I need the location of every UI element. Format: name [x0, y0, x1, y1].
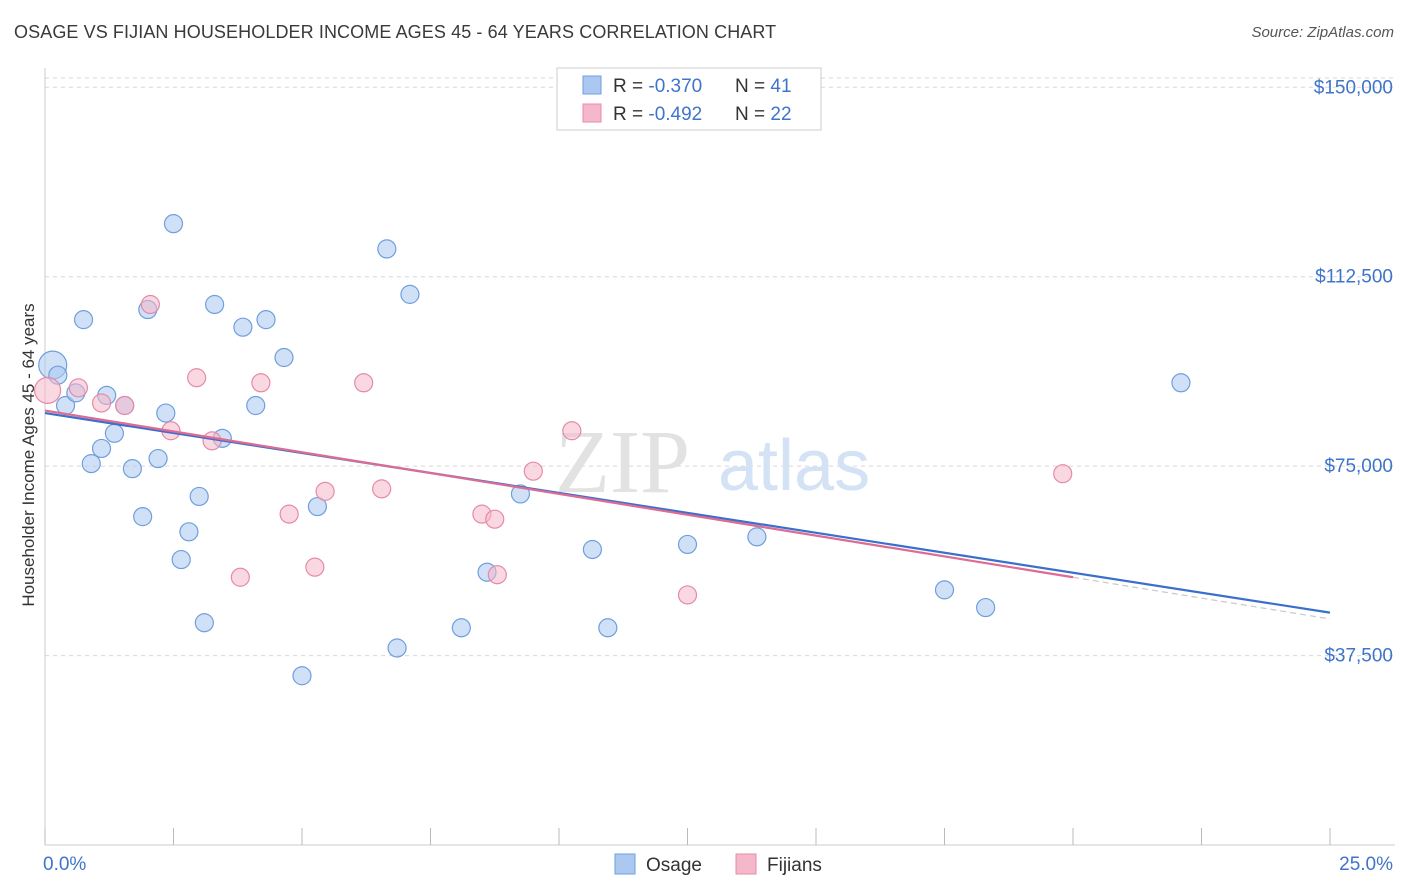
osage-point [307, 496, 328, 517]
osage-point [598, 618, 618, 638]
svg-text:R = -0.370 N = 41: R = -0.370 N = 41 [613, 76, 792, 97]
y-tick-label: $150,000 [1314, 77, 1393, 98]
fijian-point [68, 378, 89, 398]
legend-n-label: N = [735, 76, 770, 97]
fijian-point [140, 294, 160, 315]
osage-point [122, 459, 142, 479]
y-axis-label: Householder Income Ages 45 - 64 years [19, 303, 38, 606]
legend-fijian-label: Fijians [767, 855, 822, 876]
osage-point [246, 395, 266, 416]
osage-point [148, 448, 168, 469]
x-tick-labels: 0.0% 25.0% [43, 854, 1393, 875]
osage-point [233, 317, 253, 337]
legend-osage-swatch [614, 853, 636, 875]
osage-point [156, 403, 176, 423]
fijian-point [279, 504, 299, 524]
osage-point [387, 638, 407, 658]
y-tick-label: $37,500 [1324, 646, 1393, 667]
osage-point [377, 239, 397, 259]
y-tick-labels: $37,500 $75,000 $112,500 $150,000 [1314, 77, 1393, 666]
osage-point [133, 507, 153, 527]
correlation-legend: R = -0.370 N = 41 R = -0.492 N = 22 [556, 67, 822, 131]
osage-point [747, 527, 767, 547]
fijian-point [230, 567, 250, 587]
grid-lines [45, 77, 1395, 657]
fijian-point [485, 509, 505, 529]
legend-r-label: R = [613, 104, 648, 125]
fijian-point [33, 376, 62, 404]
fijian-points [33, 294, 1073, 605]
source-label: Source: ZipAtlas.com [1251, 24, 1394, 41]
legend-n-value: 41 [770, 76, 791, 97]
fijian-point [562, 421, 582, 441]
fijian-point [91, 393, 112, 413]
legend-n-label: N = [735, 104, 770, 125]
fijian-point [305, 557, 325, 577]
osage-point [256, 310, 276, 330]
osage-point [194, 613, 214, 633]
osage-point [934, 580, 955, 600]
chart-title: OSAGE VS FIJIAN HOUSEHOLDER INCOME AGES … [14, 22, 777, 42]
watermark-atlas: atlas [718, 426, 870, 506]
osage-point [163, 214, 184, 234]
fijian-point [1053, 464, 1073, 484]
osage-point [677, 534, 698, 555]
legend-n-value: 22 [770, 104, 791, 125]
osage-point [91, 438, 112, 459]
x-tick-label: 25.0% [1339, 854, 1393, 875]
osage-point [81, 454, 101, 474]
y-tick-label: $112,500 [1315, 267, 1393, 288]
osage-point [976, 597, 996, 618]
legend-fijian-swatch [582, 103, 602, 123]
legend-r-value: -0.492 [648, 104, 702, 125]
osage-point [73, 310, 94, 330]
osage-point [179, 522, 199, 542]
fijian-point [251, 373, 271, 393]
trend-lines [44, 409, 1331, 620]
legend-osage-label: Osage [646, 855, 702, 876]
x-tick-label: 0.0% [43, 854, 86, 875]
legend-r-value: -0.370 [648, 76, 702, 97]
osage-point [400, 284, 420, 304]
osage-point [104, 423, 124, 443]
legend-fijian-swatch [735, 853, 757, 875]
osage-point [274, 347, 294, 368]
svg-text:R = -0.492 N = 22: R = -0.492 N = 22 [613, 104, 792, 125]
fijian-trend-line [44, 409, 1074, 579]
fijian-trend-extension [1072, 576, 1331, 620]
legend-osage-swatch [582, 75, 602, 95]
y-tick-label: $75,000 [1324, 456, 1393, 477]
osage-point [205, 294, 225, 315]
legend-r-label: R = [613, 76, 648, 97]
osage-point [189, 486, 209, 507]
osage-point [1171, 373, 1191, 393]
osage-point [292, 666, 312, 686]
fijian-point [115, 395, 135, 416]
osage-point [171, 549, 191, 570]
fijian-point [677, 585, 698, 605]
fijian-point [315, 481, 335, 501]
fijian-point [523, 461, 543, 481]
osage-point [582, 539, 603, 560]
fijian-point [187, 368, 207, 388]
osage-point [451, 618, 471, 638]
fijian-point [354, 373, 374, 393]
fijian-point [372, 479, 392, 499]
axes [44, 68, 1395, 846]
fijian-point [487, 565, 507, 585]
series-legend: Osage Fijians [614, 853, 822, 876]
